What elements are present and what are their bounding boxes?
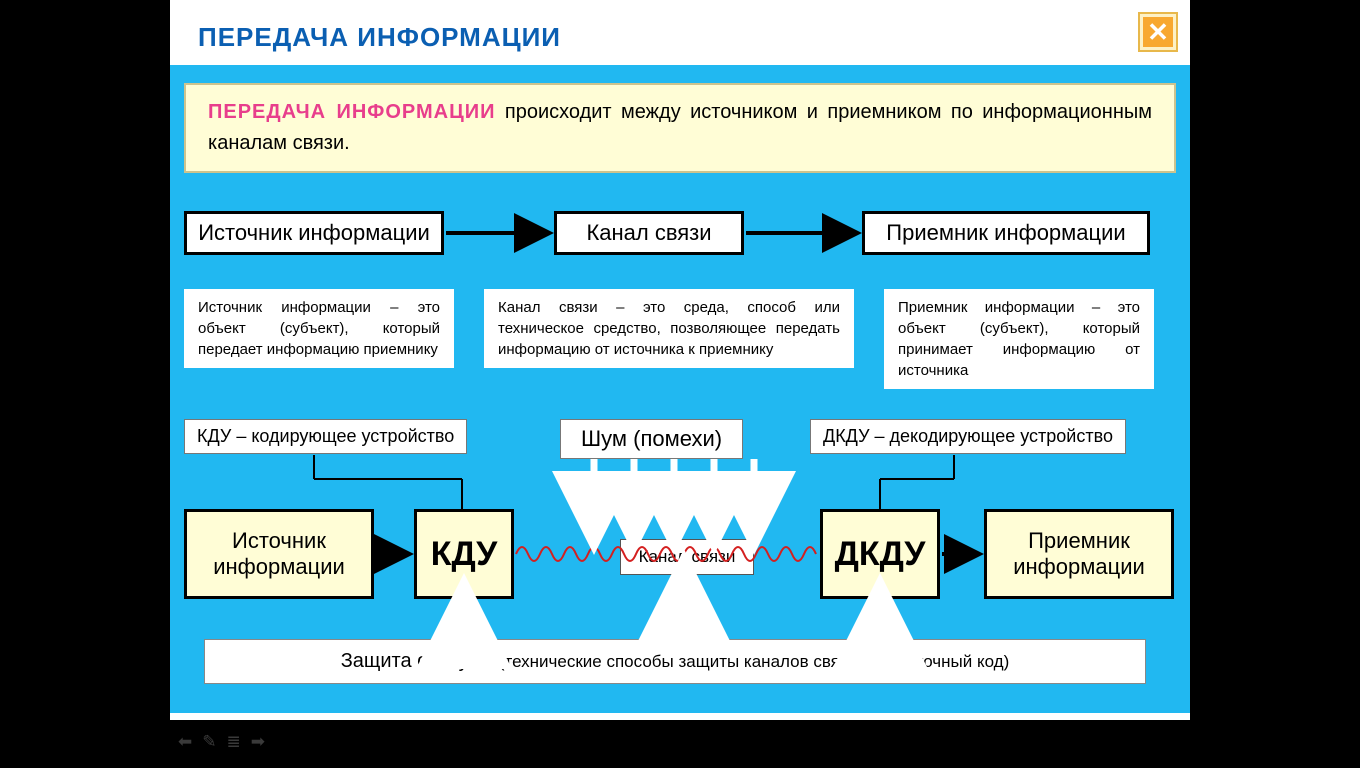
- desc-channel: Канал связи – это среда, способ или техн…: [484, 289, 854, 368]
- node2-kdu: КДУ: [414, 509, 514, 599]
- node-channel: Канал связи: [554, 211, 744, 255]
- protection-box: Защита от шума (технические способы защи…: [204, 639, 1146, 684]
- label-kdu: КДУ – кодирующее устройство: [184, 419, 467, 454]
- close-icon: ✕: [1143, 17, 1173, 47]
- protection-main: Защита от шума: [341, 650, 499, 672]
- simple-flow-row: Источник информации Канал связи Приемник…: [184, 211, 1176, 259]
- content-panel: ПЕРЕДАЧА ИНФОРМАЦИИ происходит между ист…: [170, 65, 1190, 713]
- label-noise: Шум (помехи): [560, 419, 743, 459]
- description-row: Источник информации – это объект (субъек…: [184, 289, 1176, 399]
- nav-menu-icon[interactable]: ≣: [227, 732, 241, 752]
- label-dkdu: ДКДУ – декодирующее устройство: [810, 419, 1126, 454]
- node-receiver: Приемник информации: [862, 211, 1150, 255]
- definition-box: ПЕРЕДАЧА ИНФОРМАЦИИ происходит между ист…: [184, 83, 1176, 173]
- nav-prev-icon[interactable]: ⬅: [178, 732, 192, 752]
- node-source: Источник информации: [184, 211, 444, 255]
- desc-source: Источник информации – это объект (субъек…: [184, 289, 454, 368]
- desc-receiver: Приемник информации – это объект (субъек…: [884, 289, 1154, 389]
- node2-dkdu: ДКДУ: [820, 509, 940, 599]
- node2-receiver: Приемник информации: [984, 509, 1174, 599]
- protection-sub: (технические способы защиты каналов связ…: [499, 652, 1009, 671]
- page-title: ПЕРЕДАЧА ИНФОРМАЦИИ: [170, 0, 1190, 65]
- nav-next-icon[interactable]: ➡: [251, 732, 265, 752]
- node2-source: Источник информации: [184, 509, 374, 599]
- definition-highlight: ПЕРЕДАЧА ИНФОРМАЦИИ: [208, 101, 495, 123]
- node2-channel: Канал связи: [620, 539, 754, 575]
- detailed-diagram: КДУ – кодирующее устройство Шум (помехи)…: [184, 419, 1176, 719]
- close-button[interactable]: ✕: [1138, 12, 1178, 52]
- nav-toolbar: ⬅ ✎ ≣ ➡: [178, 732, 265, 752]
- nav-pen-icon[interactable]: ✎: [202, 732, 216, 752]
- slide: ПЕРЕДАЧА ИНФОРМАЦИИ ✕ ПЕРЕДАЧА ИНФОРМАЦИ…: [170, 0, 1190, 720]
